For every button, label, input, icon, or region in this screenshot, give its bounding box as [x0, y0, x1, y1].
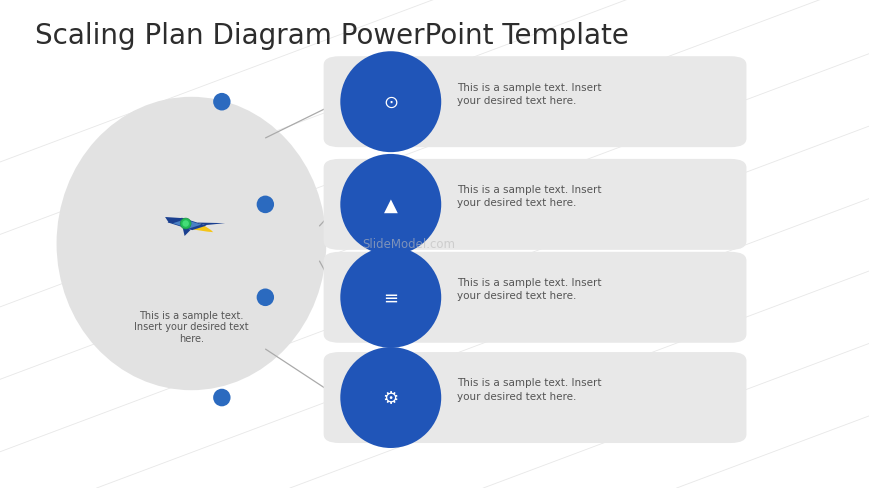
- Text: ▲: ▲: [383, 196, 397, 214]
- Text: Scaling Plan Diagram PowerPoint Template: Scaling Plan Diagram PowerPoint Template: [35, 22, 628, 50]
- Text: This is a sample text. Insert
your desired text here.: This is a sample text. Insert your desir…: [456, 82, 600, 105]
- Text: ≡: ≡: [382, 289, 398, 306]
- Polygon shape: [167, 218, 207, 231]
- Text: This is a sample text. Insert
your desired text here.: This is a sample text. Insert your desir…: [456, 185, 600, 208]
- Ellipse shape: [256, 196, 274, 214]
- Text: This is a sample text. Insert
your desired text here.: This is a sample text. Insert your desir…: [456, 278, 600, 301]
- Ellipse shape: [340, 347, 441, 448]
- Polygon shape: [165, 218, 183, 224]
- FancyBboxPatch shape: [323, 57, 746, 148]
- Text: This is a sample text.
Insert your desired text
here.: This is a sample text. Insert your desir…: [134, 310, 249, 343]
- Ellipse shape: [256, 289, 274, 306]
- Ellipse shape: [56, 98, 326, 390]
- Ellipse shape: [180, 219, 191, 229]
- Ellipse shape: [340, 52, 441, 153]
- Polygon shape: [193, 226, 213, 233]
- Text: This is a sample text. Insert
your desired text here.: This is a sample text. Insert your desir…: [456, 378, 600, 401]
- Polygon shape: [173, 220, 201, 229]
- Ellipse shape: [213, 94, 230, 111]
- Ellipse shape: [182, 221, 189, 227]
- Ellipse shape: [340, 155, 441, 255]
- Text: SlideModel.com: SlideModel.com: [362, 238, 454, 250]
- Ellipse shape: [213, 389, 230, 407]
- Text: ⊙: ⊙: [382, 94, 398, 111]
- FancyBboxPatch shape: [323, 160, 746, 250]
- FancyBboxPatch shape: [323, 252, 746, 343]
- Polygon shape: [182, 227, 190, 237]
- Text: ⚙: ⚙: [382, 389, 398, 407]
- FancyBboxPatch shape: [323, 352, 746, 443]
- Polygon shape: [196, 223, 225, 225]
- Ellipse shape: [340, 247, 441, 348]
